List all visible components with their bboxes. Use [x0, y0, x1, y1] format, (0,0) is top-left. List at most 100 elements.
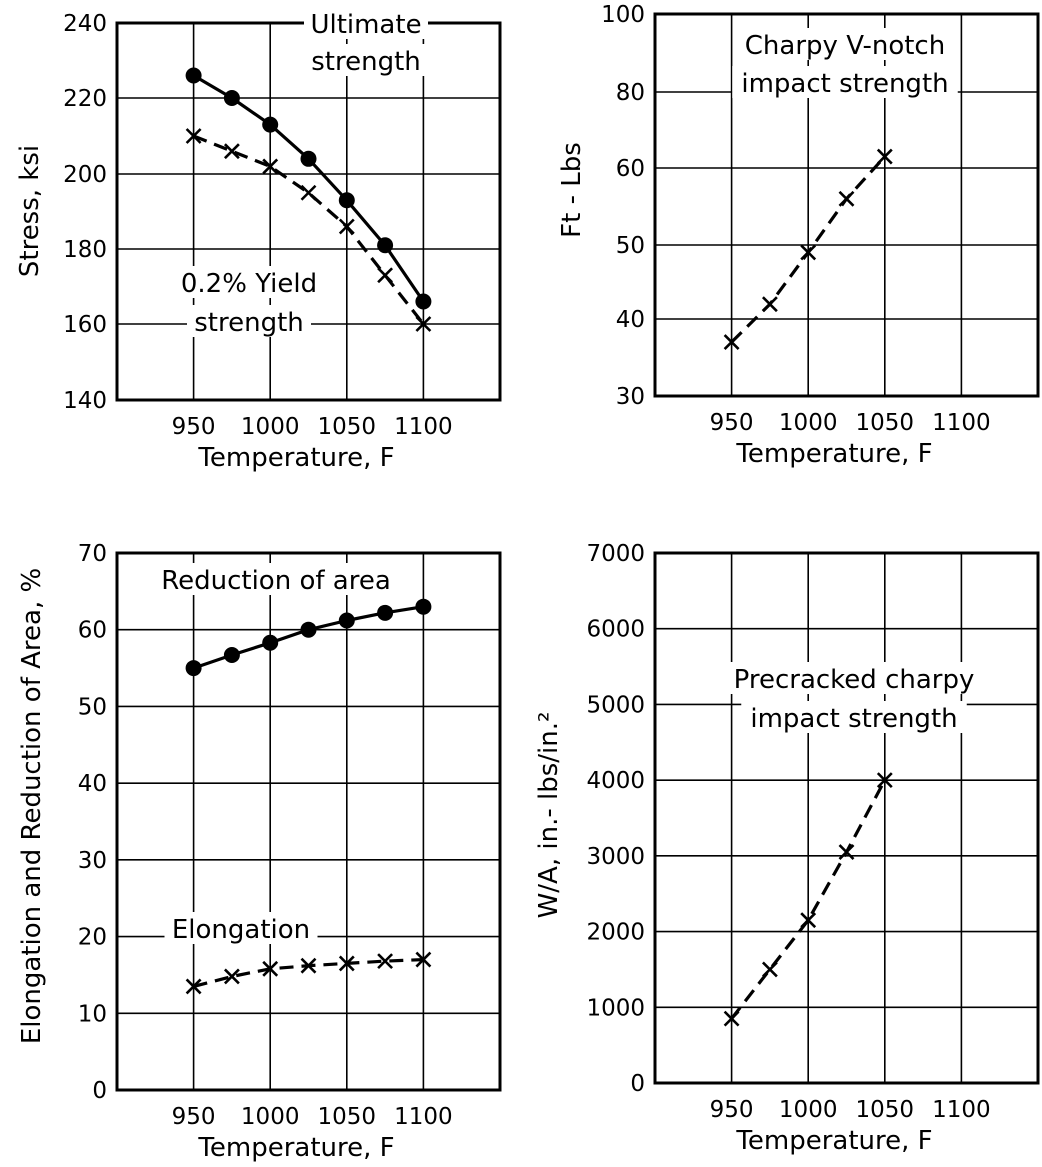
y-axis-label: Elongation and Reduction of Area, % — [17, 568, 47, 1044]
annotation-background — [741, 701, 967, 733]
annotation-label: 0.2% Yield — [181, 269, 317, 299]
y-tick-label: 0 — [92, 1078, 107, 1104]
x-tick-label: 950 — [710, 1097, 754, 1123]
x-marker-stroke — [723, 334, 740, 351]
annotation-label: Charpy V-notch — [745, 31, 945, 61]
y-tick-label: 10 — [78, 1001, 107, 1027]
y-tick-label: 240 — [63, 11, 107, 37]
x-tick-label: 950 — [172, 414, 216, 440]
data-point-dot — [223, 90, 240, 106]
x-marker-stroke — [415, 951, 432, 968]
x-marker-stroke — [415, 316, 432, 332]
data-point-x — [300, 184, 317, 201]
x-tick-label: 950 — [710, 410, 754, 436]
y-tick-label: 80 — [616, 80, 645, 106]
plot-frame — [653, 12, 1040, 398]
y-tick-label: 50 — [616, 233, 645, 259]
data-point-dot — [415, 293, 432, 310]
x-tick-label: 1050 — [318, 1104, 377, 1130]
annotation-background — [304, 7, 428, 39]
data-point-dot — [223, 647, 240, 664]
data-point-dot — [300, 150, 317, 167]
data-point-x — [876, 772, 893, 789]
annotation-background — [732, 66, 958, 98]
y-tick-label: 220 — [63, 86, 107, 112]
panel-elongation: 0 10 20 30 40 50 60 70 950 1000 1050 1100Temperatur… — [17, 541, 502, 1163]
annotation-label: impact strength — [750, 704, 957, 734]
y-tick-label: 140 — [63, 388, 107, 414]
annotation-label: Precracked charpy — [734, 665, 975, 695]
data-point-x — [800, 912, 817, 929]
y-tick-label: 30 — [78, 848, 107, 874]
x-marker-stroke — [262, 158, 279, 175]
x-marker-stroke — [876, 148, 893, 165]
y-axis-label: W/A, in.- lbs/in.² — [534, 712, 564, 919]
data-point-x — [338, 955, 355, 972]
y-tick-label: 100 — [601, 2, 645, 28]
data-point-x — [377, 267, 394, 284]
y-tick-label: 5000 — [586, 692, 645, 718]
y-tick-label: 20 — [78, 925, 107, 951]
panel-precracked: 0 1000 2000 3000 4000 5000 6000 7000 950 1000 1050… — [534, 541, 1040, 1156]
data-point-x — [185, 128, 202, 144]
x-tick-label: 1100 — [932, 1097, 991, 1123]
y-tick-label: 50 — [78, 694, 107, 720]
data-point-dot — [338, 192, 355, 209]
annotation-label: strength — [311, 47, 421, 77]
x-marker-stroke — [761, 296, 778, 313]
data-point-x — [262, 960, 279, 977]
x-tick-label: 1100 — [394, 414, 453, 440]
data-point-x — [838, 190, 855, 207]
data-point-dot — [377, 604, 394, 621]
x-marker-stroke — [838, 844, 855, 860]
y-tick-label: 30 — [616, 384, 645, 410]
y-axis-label: Stress, ksi — [15, 145, 45, 277]
panel-charpy: 30 40 50 60 80 100 950 1000 1050 1100Temperature,… — [557, 2, 1040, 469]
x-tick-label: 1000 — [779, 1097, 838, 1123]
x-marker-stroke — [800, 244, 817, 261]
x-tick-label: 950 — [172, 1104, 216, 1130]
y-tick-label: 70 — [78, 541, 107, 567]
y-tick-label: 7000 — [586, 541, 645, 567]
x-marker-stroke — [838, 190, 855, 207]
y-tick-label: 0 — [630, 1071, 645, 1097]
annotation-background — [148, 563, 404, 595]
x-marker-stroke — [262, 960, 279, 977]
x-axis-label: Temperature, F — [735, 1126, 932, 1156]
series-line — [730, 779, 887, 1020]
x-tick-label: 1100 — [394, 1104, 453, 1130]
data-point-x — [262, 158, 279, 175]
data-point-dot — [338, 612, 355, 629]
data-point-x — [761, 296, 778, 313]
data-point-x — [223, 968, 240, 985]
x-marker-stroke — [761, 961, 778, 978]
data-point-x — [761, 961, 778, 978]
annotation-background — [164, 912, 318, 944]
x-axis-label: Temperature, F — [197, 443, 394, 473]
data-point-dot — [377, 237, 394, 254]
annotation-label: Reduction of area — [161, 566, 391, 596]
data-point-x — [338, 218, 355, 235]
x-marker-stroke — [185, 978, 202, 995]
x-marker-stroke — [723, 1010, 740, 1027]
x-axis-label: Temperature, F — [735, 439, 932, 469]
annotation-background — [304, 44, 428, 76]
data-point-x — [800, 244, 817, 261]
plot-frame — [653, 551, 1040, 1085]
y-tick-label: 4000 — [586, 768, 645, 794]
plot-frame — [115, 21, 502, 402]
panel-stress: 140 160 180 200 220 240 950 1000 1050 1100Tempera… — [15, 7, 502, 473]
x-tick-label: 1050 — [856, 1097, 915, 1123]
x-marker-stroke — [377, 267, 394, 284]
annotation-label: impact strength — [741, 69, 948, 99]
x-marker-stroke — [223, 968, 240, 985]
y-tick-label: 1000 — [586, 995, 645, 1021]
x-tick-label: 1100 — [932, 410, 991, 436]
x-tick-label: 1000 — [241, 414, 300, 440]
y-tick-label: 2000 — [586, 920, 645, 946]
data-point-x — [838, 844, 855, 860]
x-axis-label: Temperature, F — [197, 1133, 394, 1163]
annotation-background — [739, 28, 951, 60]
